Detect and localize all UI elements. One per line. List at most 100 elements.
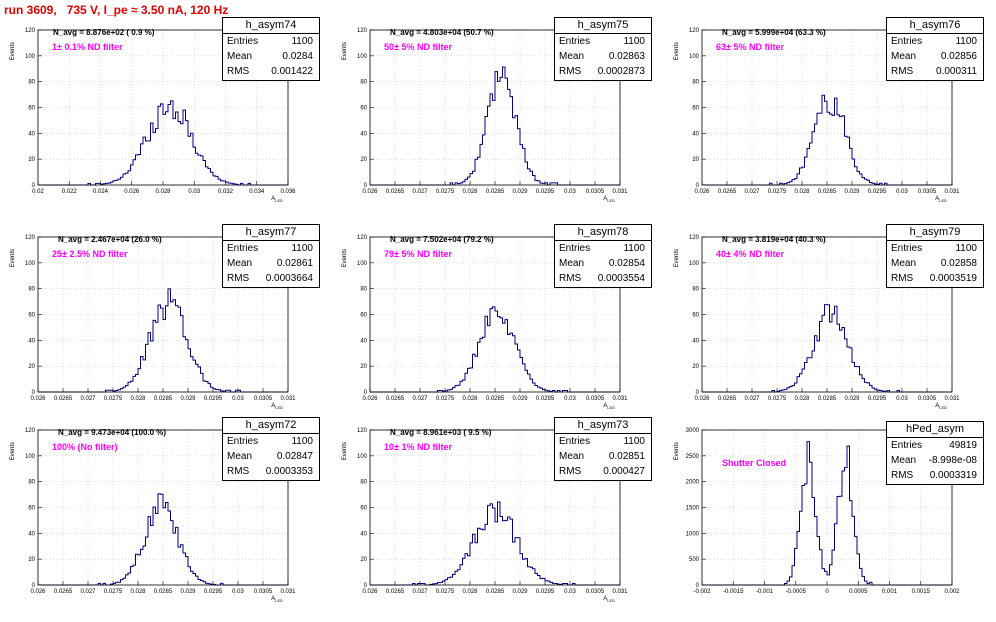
x-axis-title: ALED	[603, 196, 615, 203]
filter-label: 1± 0.1% ND filter	[52, 42, 123, 52]
stats-key-entries: Entries	[891, 440, 923, 451]
stats-row-mean: Mean -8.998e-08	[887, 453, 983, 468]
histogram-series	[38, 288, 288, 393]
stats-row-entries: Entries 1100	[887, 241, 983, 256]
x-tick-label: 0.034	[249, 189, 265, 195]
y-tick-label: 60	[360, 313, 367, 319]
x-tick-label: 0.03	[896, 396, 908, 402]
y-tick-label: 0	[364, 183, 368, 189]
stats-value-entries: 1100	[955, 36, 977, 47]
histogram-plot: 0.026 0.0265 0.027 0.0275 0.028 0.0285 0.029 0.…	[342, 235, 628, 410]
navg-label: N_avg = 5.999e+04 (63.3 %)	[722, 28, 826, 37]
stats-value-mean: 0.02856	[940, 51, 977, 62]
x-tick-label: 0.03	[896, 189, 908, 195]
stats-value-rms: 0.000427	[603, 466, 645, 477]
histogram-plot: 0.026 0.0265 0.027 0.0275 0.028 0.0285 0.029 0.…	[674, 235, 960, 410]
y-tick-label: 2000	[686, 480, 700, 486]
x-tick-label: -0.0005	[786, 589, 807, 595]
stats-value-entries: 1100	[623, 436, 645, 447]
histogram-panel-h_asym73: 0.026 0.0265 0.027 0.0275 0.028 0.0285 0.029 0.…	[332, 415, 664, 622]
y-tick-label: 100	[689, 261, 700, 267]
y-tick-label: 120	[357, 235, 368, 241]
x-tick-label: 0.031	[280, 589, 296, 595]
x-tick-label: 0.0295	[868, 396, 887, 402]
stats-key-entries: Entries	[891, 243, 923, 254]
x-tick-label: 0.0265	[54, 396, 73, 402]
stats-row-entries: Entries 1100	[223, 241, 319, 256]
x-tick-label: 0.0295	[536, 589, 555, 595]
x-tick-label: 0.02	[32, 189, 44, 195]
stats-box: h_asym72 Entries 1100 Mean 0.02847 RMS 0.00033…	[222, 417, 320, 481]
x-axis-title: ALED	[271, 596, 283, 603]
stats-key-rms: RMS	[891, 470, 914, 481]
x-tick-label: 0.029	[844, 189, 860, 195]
y-axis-title: Events	[10, 442, 16, 460]
stats-box: h_asym76 Entries 1100 Mean 0.02856 RMS 0.00031…	[886, 17, 984, 81]
x-tick-label: 0.03	[188, 189, 200, 195]
y-tick-label: 20	[28, 557, 35, 563]
stats-row-mean: Mean 0.0284	[223, 49, 319, 64]
stats-row-entries: Entries 49819	[887, 438, 983, 453]
x-tick-label: 0.026	[362, 589, 378, 595]
x-tick-label: 0.0305	[918, 189, 937, 195]
x-tick-label: 0.0275	[768, 189, 787, 195]
histogram-panel-h_asym75: 0.026 0.0265 0.027 0.0275 0.028 0.0285 0.029 0.…	[332, 15, 664, 222]
y-tick-label: 40	[360, 131, 367, 137]
y-tick-label: 60	[28, 506, 35, 512]
stats-key-rms: RMS	[227, 66, 250, 77]
stats-row-entries: Entries 1100	[223, 434, 319, 449]
filter-label: Shutter Closed	[722, 458, 787, 468]
navg-label: N_avg = 4.803e+04 (50.7 %)	[390, 28, 494, 37]
x-tick-label: 0.026	[30, 396, 46, 402]
y-axis-title: Events	[342, 249, 348, 267]
x-tick-label: 0.028	[462, 396, 478, 402]
histogram-panel-hPed_asym: -0.002 -0.0015 -0.001 -0.0005 0 0.0005 0.001 0.…	[664, 415, 996, 622]
x-tick-label: 0.026	[124, 189, 140, 195]
y-tick-label: 60	[692, 106, 699, 112]
stats-row-rms: RMS 0.0003664	[223, 271, 319, 286]
histogram-panel-h_asym78: 0.026 0.0265 0.027 0.0275 0.028 0.0285 0.029 0.…	[332, 222, 664, 429]
stats-key-mean: Mean	[559, 51, 585, 62]
x-tick-label: 0.0005	[849, 589, 868, 595]
stats-key-rms: RMS	[559, 66, 582, 77]
y-tick-label: 20	[360, 364, 367, 370]
x-tick-label: 0.0295	[868, 189, 887, 195]
x-axis-title: ALED	[271, 403, 283, 410]
y-tick-label: 80	[692, 80, 699, 86]
y-tick-label: 80	[28, 80, 35, 86]
x-tick-label: 0.028	[155, 189, 171, 195]
filter-label: 10± 1% ND filter	[384, 442, 452, 452]
y-tick-label: 120	[25, 28, 36, 34]
x-tick-label: 0.024	[93, 189, 109, 195]
stats-box: h_asym79 Entries 1100 Mean 0.02858 RMS 0.00035…	[886, 224, 984, 288]
x-tick-label: 0.027	[412, 189, 428, 195]
y-tick-label: 100	[25, 261, 36, 267]
histogram-name: h_asym76	[887, 18, 983, 34]
y-axis-title: Events	[10, 249, 16, 267]
x-tick-label: 0.0265	[386, 189, 405, 195]
stats-value-entries: 49819	[949, 440, 977, 451]
x-axis-title: ALED	[935, 403, 947, 410]
x-tick-label: 0.028	[794, 189, 810, 195]
x-axis-title: ALED	[935, 196, 947, 203]
x-tick-label: 0.027	[412, 396, 428, 402]
stats-box: h_asym73 Entries 1100 Mean 0.02851 RMS 0.00042…	[554, 417, 652, 481]
stats-value-mean: -8.998e-08	[928, 455, 977, 466]
y-axis-title: Events	[674, 42, 680, 60]
histogram-panel-h_asym79: 0.026 0.0265 0.027 0.0275 0.028 0.0285 0.029 0.…	[664, 222, 996, 429]
x-tick-label: 0.028	[794, 396, 810, 402]
x-tick-label: 0.001	[882, 589, 898, 595]
stats-value-mean: 0.02863	[608, 51, 645, 62]
x-tick-label: 0.026	[362, 396, 378, 402]
y-tick-label: 60	[692, 313, 699, 319]
histogram-plot: 0.026 0.0265 0.027 0.0275 0.028 0.0285 0.029 0.…	[342, 428, 628, 603]
histogram-name: h_asym77	[223, 225, 319, 241]
histogram-name: h_asym79	[887, 225, 983, 241]
x-tick-label: 0.022	[62, 189, 78, 195]
histogram-name: h_asym75	[555, 18, 651, 34]
y-tick-label: 0	[32, 183, 36, 189]
stats-key-entries: Entries	[891, 36, 923, 47]
x-tick-label: 0.0275	[104, 396, 123, 402]
x-tick-label: 0.0275	[436, 589, 455, 595]
y-tick-label: 120	[25, 428, 36, 434]
